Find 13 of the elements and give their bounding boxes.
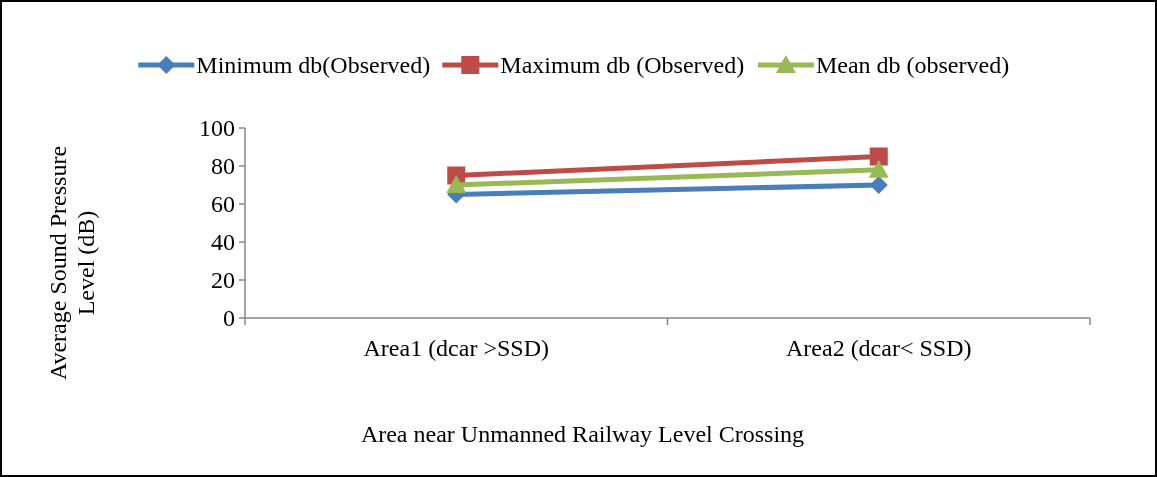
legend-label: Maximum db (Observed): [500, 52, 745, 79]
x-tick-label: Area2 (dcar< SSD): [786, 335, 972, 361]
y-tick-label: 0: [223, 305, 235, 332]
y-tick-label: 20: [211, 267, 235, 294]
x-tick-label: Area1 (dcar >SSD): [363, 335, 549, 361]
y-tick-label: 80: [211, 153, 235, 180]
y-tick-label: 100: [199, 115, 235, 142]
y-tick-label: 60: [211, 191, 235, 218]
x-axis-title: Area near Unmanned Railway Level Crossing: [360, 421, 805, 447]
y-tick-label: 40: [211, 229, 235, 256]
legend-label: Minimum db(Observed): [196, 52, 431, 79]
y-axis-title: Average Sound Pressure Level (dB): [45, 145, 99, 381]
legend-label: Mean db (observed): [815, 52, 1010, 79]
